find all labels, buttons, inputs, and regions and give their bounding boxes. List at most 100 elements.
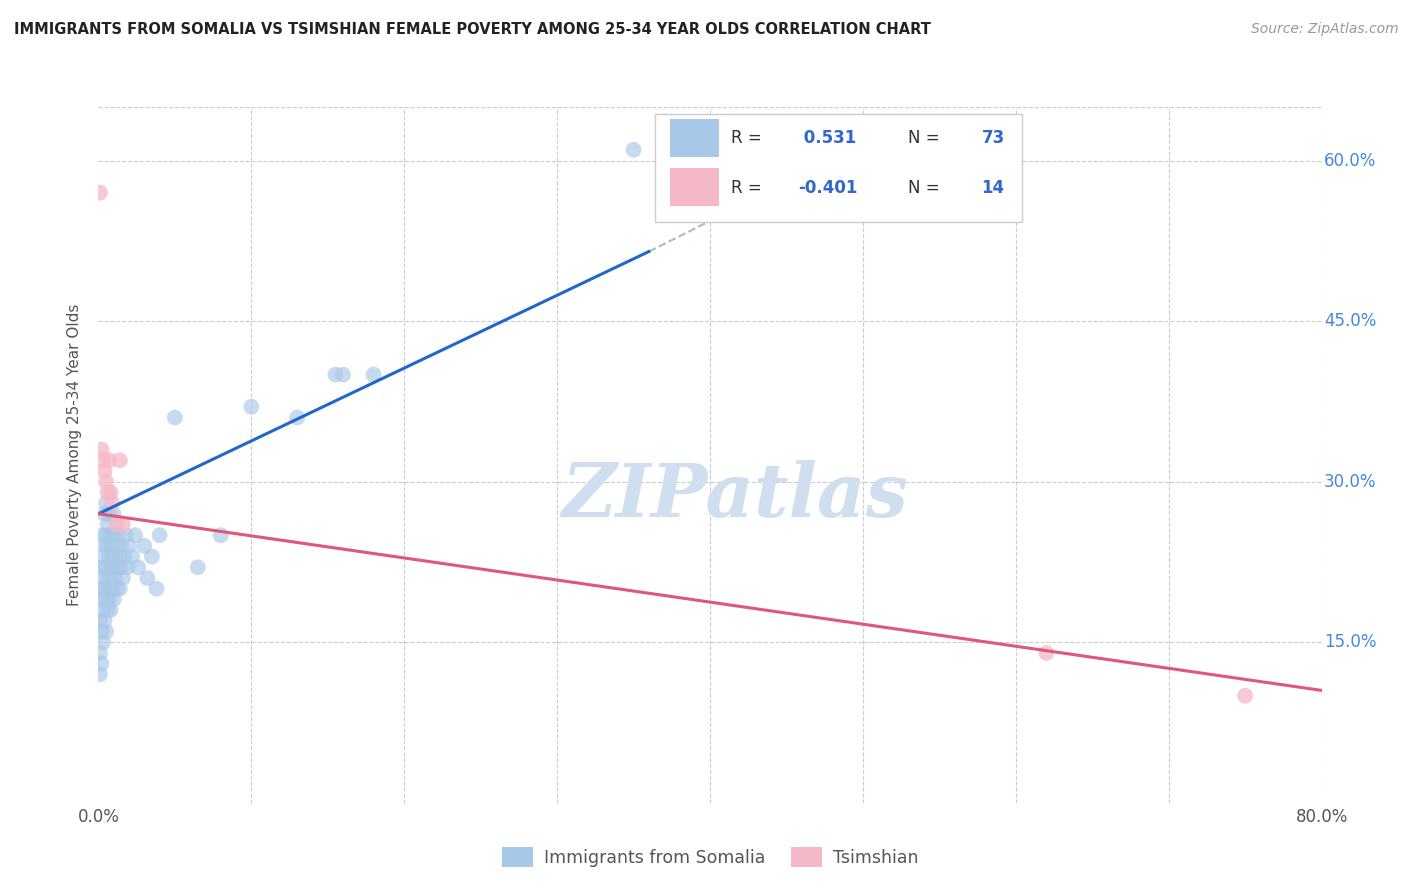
Point [89,667,111,681]
Point [149,528,172,542]
Point [101,549,124,564]
Point [90,592,112,607]
Point [209,528,232,542]
FancyBboxPatch shape [655,114,1022,222]
Text: N =: N = [908,129,945,147]
Point [108,582,131,596]
Point [107,528,129,542]
Y-axis label: Female Poverty Among 25-34 Year Olds: Female Poverty Among 25-34 Year Olds [67,304,83,606]
Point [89,582,111,596]
Point [90,442,112,457]
Text: ZIPatlas: ZIPatlas [561,460,908,533]
Point [103,592,125,607]
Point [98,453,121,467]
Point [103,528,125,542]
Point [103,507,125,521]
Point [141,549,163,564]
Point [98,592,121,607]
Text: 14: 14 [981,178,1005,196]
Point [100,485,122,500]
Text: 30.0%: 30.0% [1324,473,1376,491]
Point [124,528,146,542]
Point [91,603,114,617]
Text: N =: N = [908,178,945,196]
Point [91,528,114,542]
Point [97,571,120,585]
Point [89,186,111,200]
Point [101,539,124,553]
Point [91,549,114,564]
Point [136,571,159,585]
Text: 15.0%: 15.0% [1324,633,1376,651]
Point [91,635,114,649]
Point [101,582,124,596]
Text: R =: R = [731,129,766,147]
Point [97,517,120,532]
Point [94,592,117,607]
Point [91,453,114,467]
Text: -0.401: -0.401 [799,178,858,196]
Point [100,603,122,617]
Point [117,560,139,574]
Point [103,560,125,574]
Point [240,400,263,414]
Point [187,560,209,574]
Legend: Immigrants from Somalia, Tsimshian: Immigrants from Somalia, Tsimshian [495,840,925,874]
Point [98,507,121,521]
Point [285,410,308,425]
Text: 45.0%: 45.0% [1324,312,1376,330]
Point [121,549,143,564]
Point [1234,689,1257,703]
Point [1035,646,1057,660]
Point [108,549,131,564]
Point [93,507,115,521]
Point [93,614,115,628]
Point [93,464,115,478]
Point [100,528,122,542]
Point [105,539,128,553]
Point [332,368,354,382]
Point [93,582,115,596]
Point [127,560,149,574]
Point [363,368,385,382]
Point [97,485,120,500]
Point [97,603,120,617]
Point [623,143,645,157]
Point [90,560,112,574]
Text: 60.0%: 60.0% [1324,152,1376,169]
Text: 73: 73 [981,129,1005,147]
Point [115,528,138,542]
Point [104,571,127,585]
Point [108,453,131,467]
Point [111,517,134,532]
Text: 0.531: 0.531 [799,129,856,147]
Point [94,560,117,574]
Point [97,539,120,553]
Text: R =: R = [731,178,766,196]
Point [89,646,111,660]
Point [98,582,121,596]
Point [93,539,115,553]
Point [145,582,167,596]
Point [100,560,122,574]
Point [110,560,132,574]
Point [94,624,117,639]
Point [134,539,156,553]
Point [90,657,112,671]
Point [94,496,117,510]
Point [111,571,134,585]
Point [112,549,135,564]
Point [89,614,111,628]
Point [110,539,132,553]
FancyBboxPatch shape [669,169,718,206]
Point [104,549,127,564]
Point [94,475,117,489]
Point [105,517,128,532]
FancyBboxPatch shape [669,119,718,157]
Point [90,624,112,639]
Point [100,571,122,585]
Point [107,560,129,574]
Point [98,549,121,564]
Point [118,539,141,553]
Point [101,496,124,510]
